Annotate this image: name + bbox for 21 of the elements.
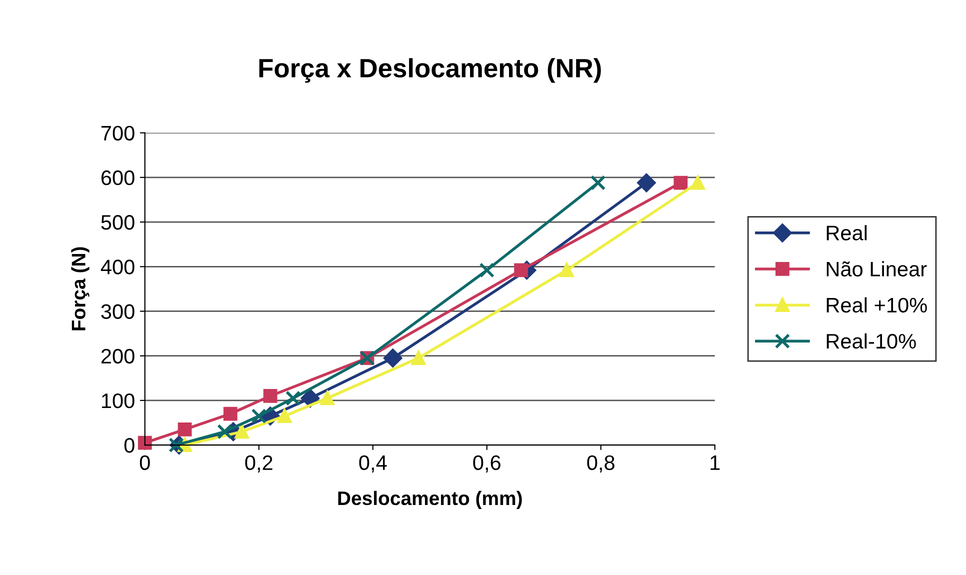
- y-tick-label: 600: [101, 170, 134, 186]
- legend-label: Real-10%: [826, 333, 916, 349]
- y-tick-label: 700: [101, 126, 134, 141]
- x-tick-label: 0,2: [245, 455, 272, 473]
- y-tick-label: 400: [100, 260, 134, 274]
- x-tick-label: 0,4: [359, 455, 387, 473]
- y-tick-label: 0: [124, 438, 134, 453]
- y-axis-title: Força (N): [71, 247, 90, 330]
- legend-label: Real +10%: [826, 297, 927, 313]
- x-axis-title: Deslocamento (mm): [338, 490, 522, 509]
- y-tick-label: 300: [101, 304, 134, 319]
- x-tick-label: 1: [710, 456, 720, 470]
- x-tick-label: 0: [140, 455, 150, 470]
- y-tick-label: 100: [102, 393, 134, 408]
- x-tick-label: 0,8: [587, 455, 614, 473]
- x-tick-label: 0,6: [473, 455, 500, 473]
- chart-title: Força x Deslocamento (NR): [259, 58, 601, 83]
- legend-label: Não Linear: [826, 261, 927, 276]
- y-tick-label: 200: [101, 348, 134, 364]
- y-tick-label: 500: [101, 215, 134, 230]
- legend-label: Real: [826, 225, 867, 240]
